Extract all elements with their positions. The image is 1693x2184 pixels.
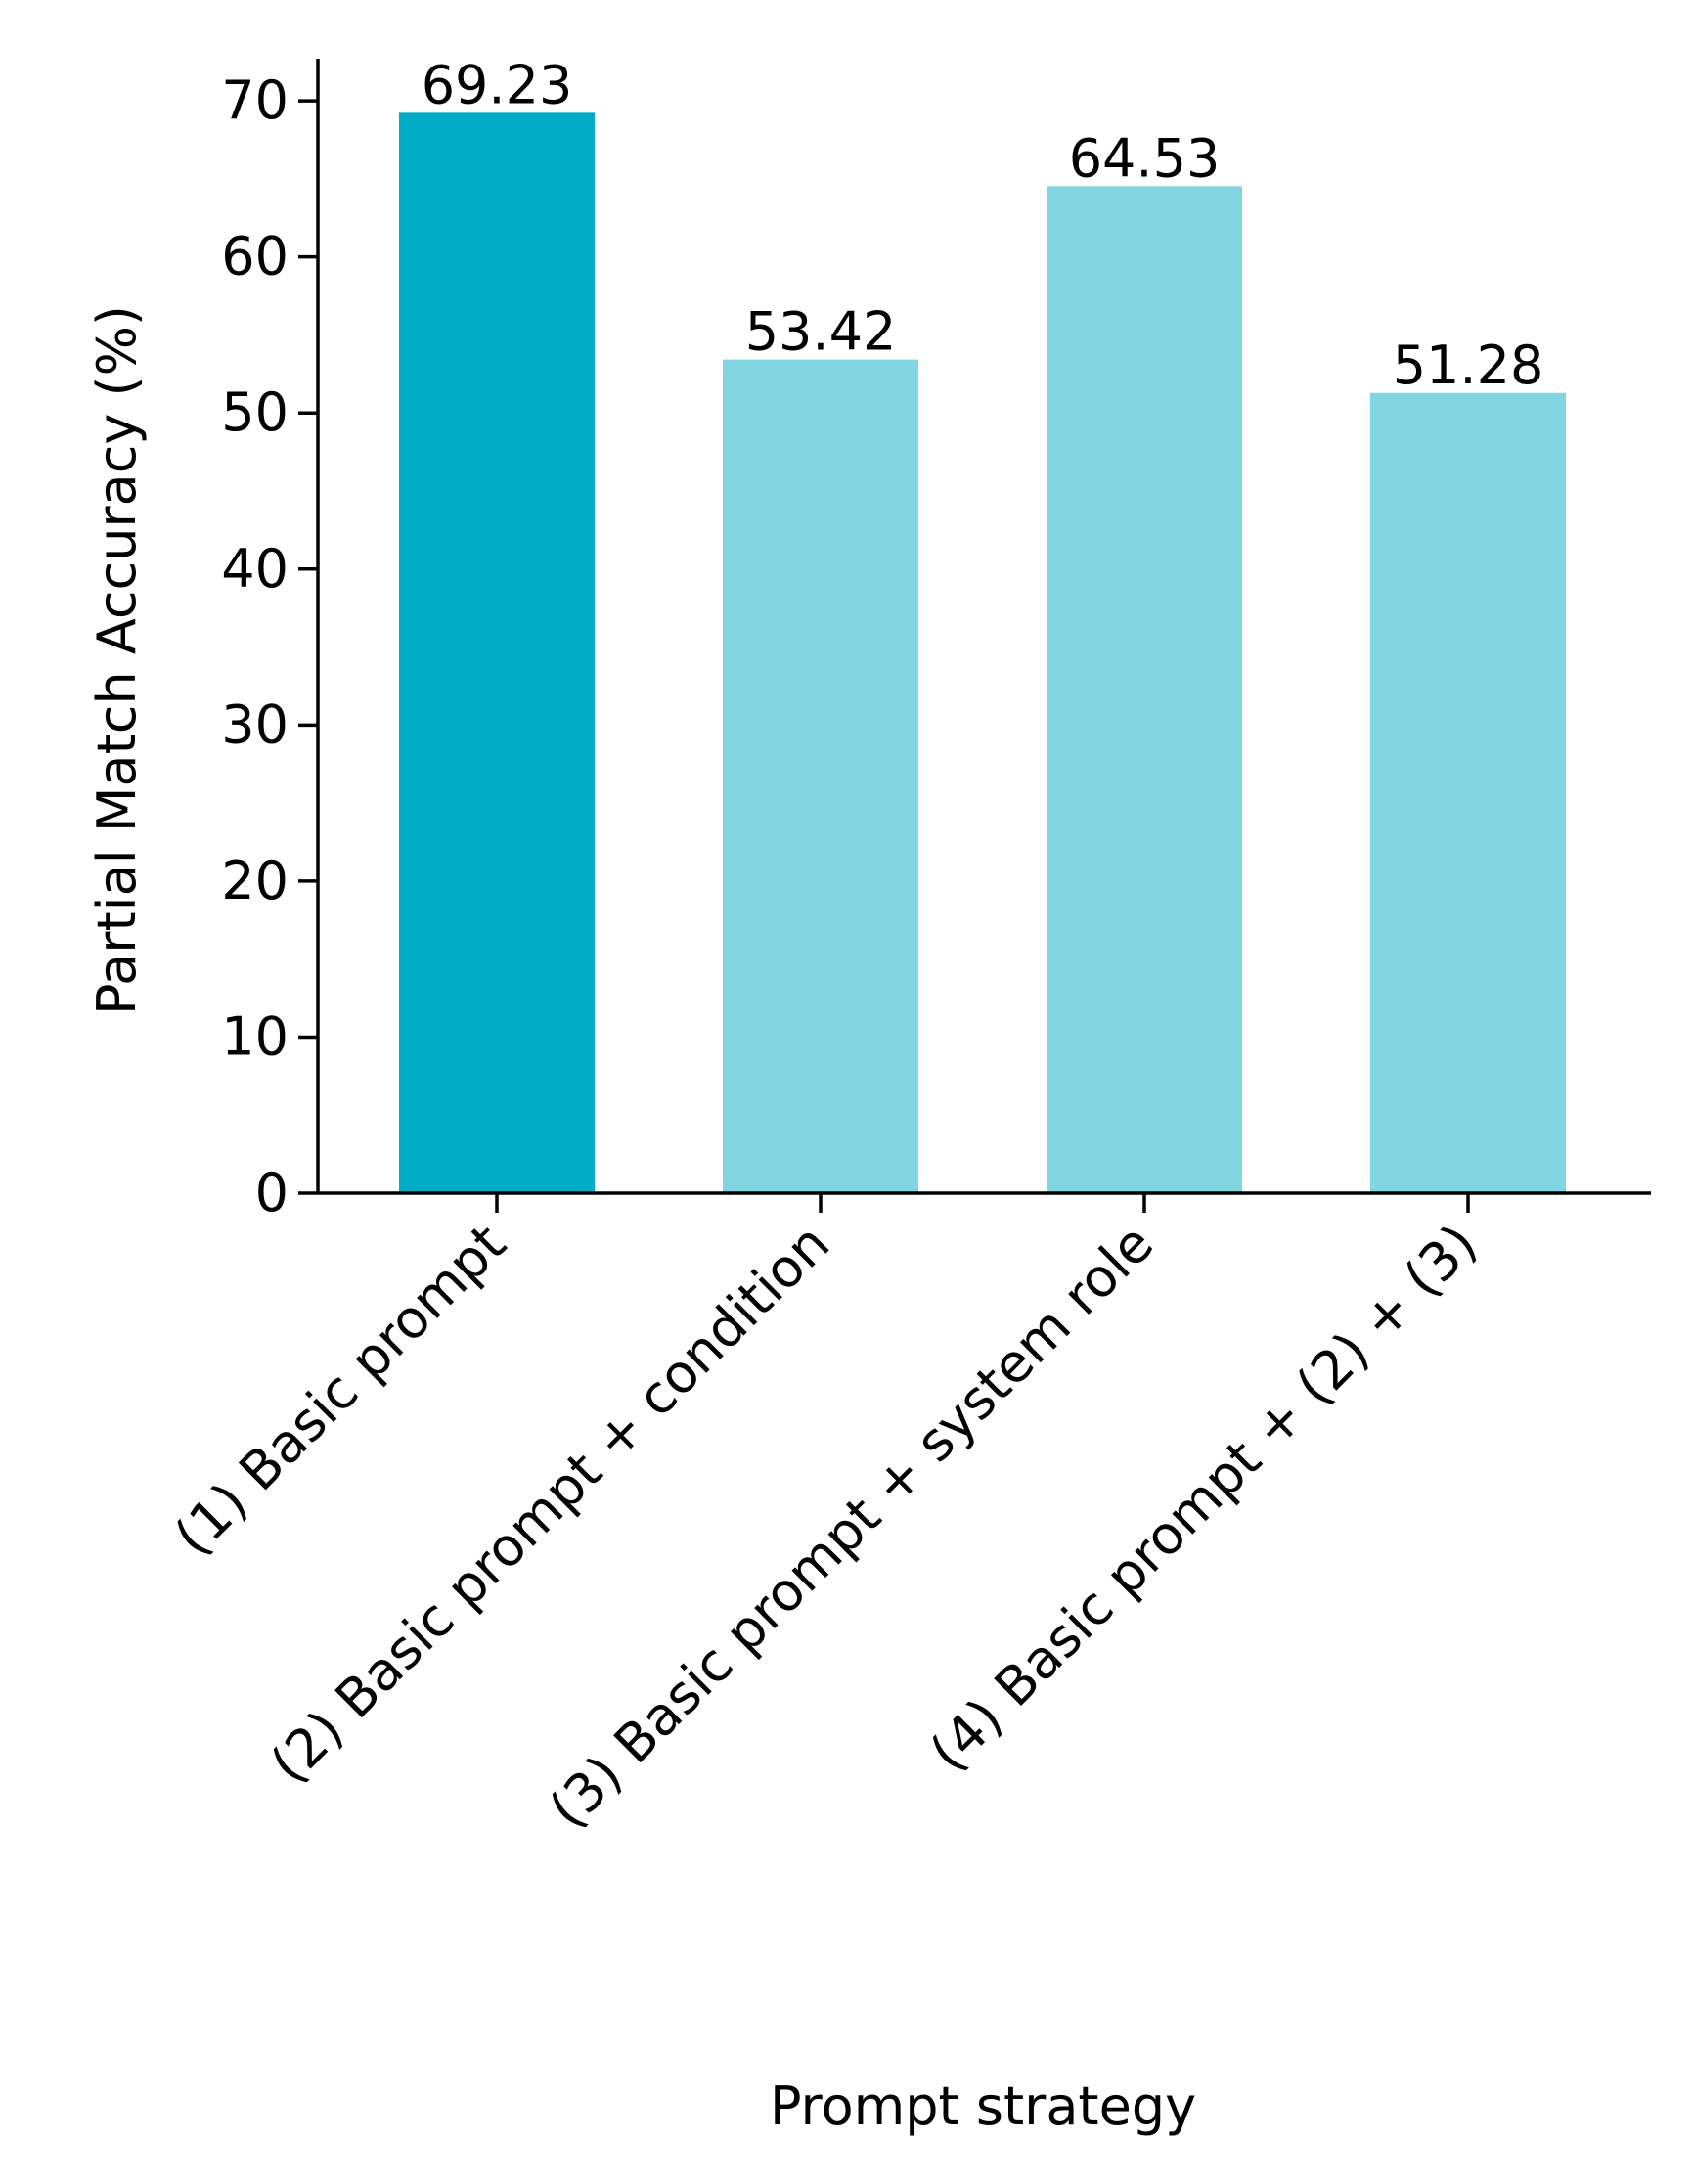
bar-4 <box>1370 392 1566 1193</box>
y-ticks-group: 0 10 20 30 40 50 60 70 <box>221 69 318 1224</box>
value-label-2: 53.42 <box>745 301 897 363</box>
x-tick-label-4: (4) Basic prompt + (2) + (3) <box>918 1213 1490 1784</box>
bar-1 <box>399 112 595 1193</box>
y-tick-label-50: 50 <box>221 381 289 443</box>
y-tick-label-60: 60 <box>221 226 289 288</box>
y-tick-label-10: 10 <box>221 1005 289 1067</box>
bar-2 <box>723 359 918 1193</box>
bars-group <box>399 112 1566 1194</box>
plot-area: 69.23 53.42 64.53 51.28 0 10 20 30 40 50 60 70 (1)… <box>162 54 1651 1840</box>
x-axis-title: Prompt strategy <box>770 2075 1196 2137</box>
y-tick-label-40: 40 <box>221 538 289 600</box>
x-tick-label-2: (2) Basic prompt + condition <box>259 1213 842 1796</box>
y-tick-label-20: 20 <box>221 850 289 912</box>
bar-3 <box>1047 186 1242 1194</box>
y-axis-title: Partial Match Accuracy (%) <box>86 305 148 1015</box>
value-label-1: 69.23 <box>422 54 573 115</box>
y-tick-label-70: 70 <box>221 69 289 131</box>
value-labels-group: 69.23 53.42 64.53 51.28 <box>422 54 1544 395</box>
x-tick-label-3: (3) Basic prompt + system role <box>538 1213 1166 1841</box>
value-label-4: 51.28 <box>1393 334 1544 396</box>
y-tick-label-0: 0 <box>255 1162 289 1224</box>
value-label-3: 64.53 <box>1069 127 1221 189</box>
x-tick-label-1: (1) Basic prompt <box>162 1213 517 1568</box>
y-tick-label-30: 30 <box>221 693 289 755</box>
x-ticks-group: (1) Basic prompt(2) Basic prompt + condi… <box>162 1193 1489 1840</box>
